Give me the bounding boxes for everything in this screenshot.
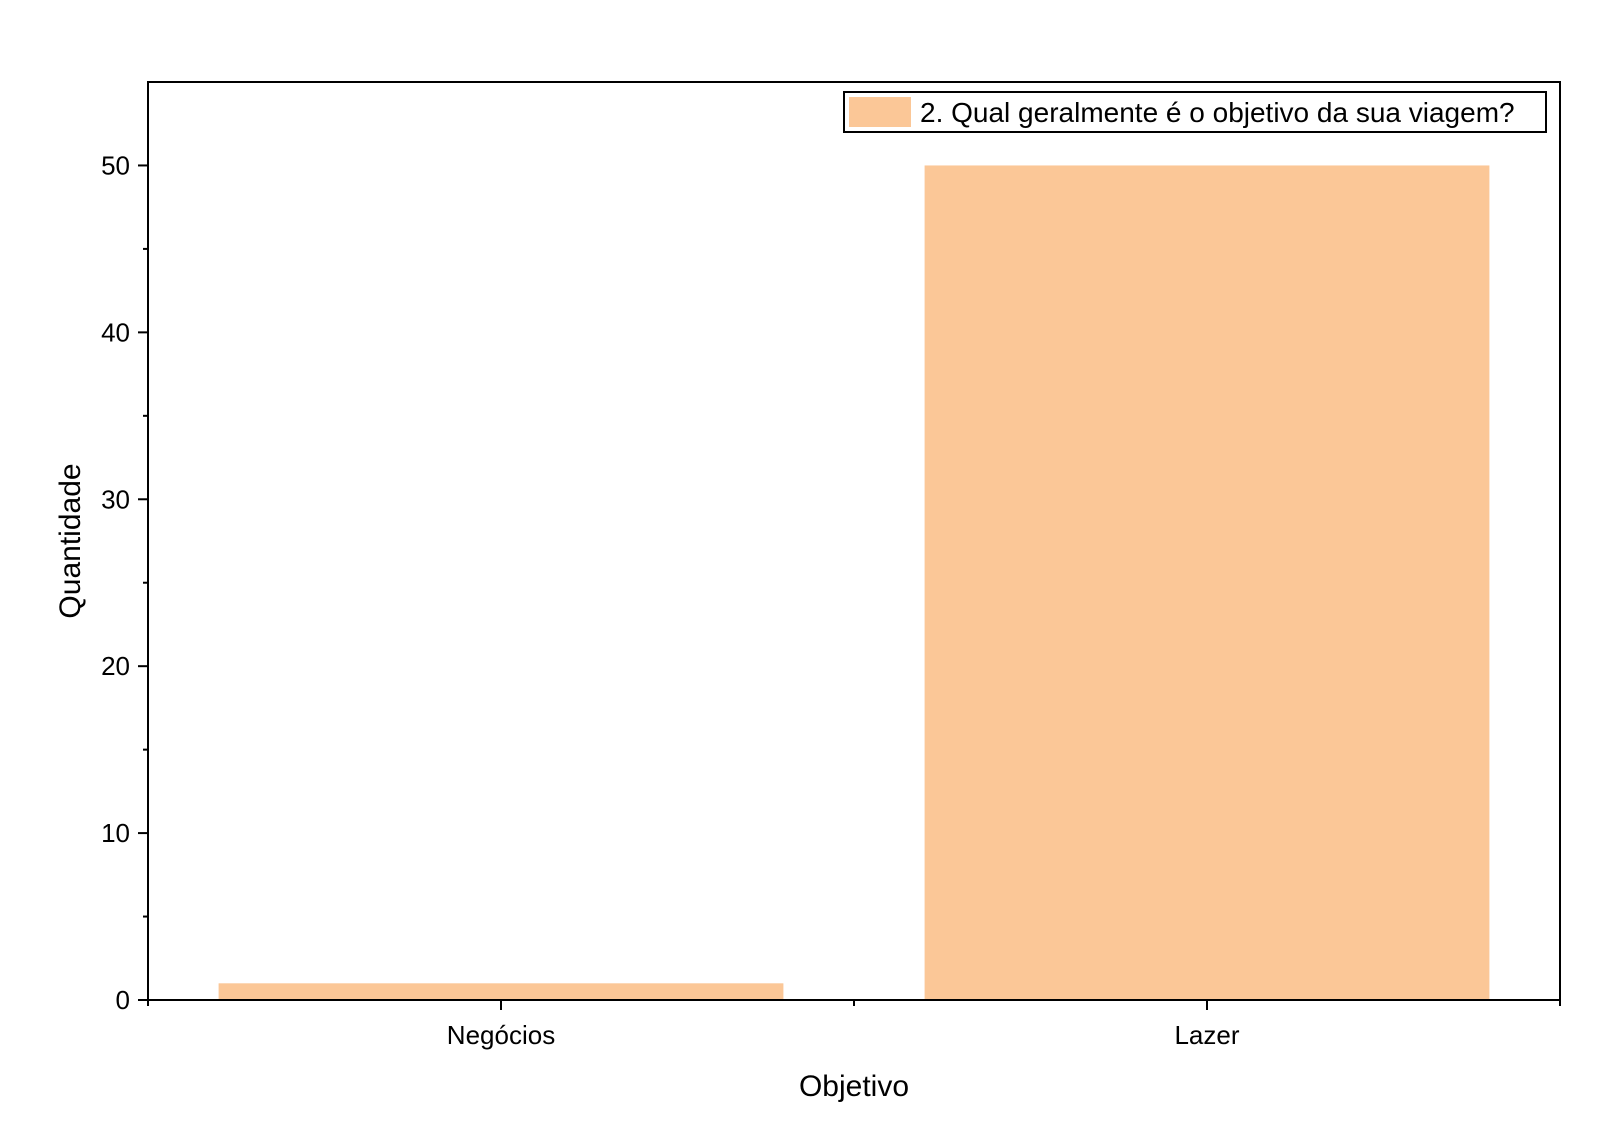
y-tick-label: 20 — [101, 651, 130, 681]
x-tick-label: Negócios — [447, 1020, 555, 1050]
bar-1 — [924, 165, 1490, 1001]
ticks-layer: 0 10 20 30 40 50 Negócios Lazer — [101, 150, 1561, 1050]
legend-swatch — [849, 97, 911, 127]
bar-0 — [218, 983, 784, 1000]
legend-label: 2. Qual geralmente é o objetivo da sua v… — [920, 97, 1515, 128]
y-tick-label: 0 — [116, 985, 130, 1015]
legend: 2. Qual geralmente é o objetivo da sua v… — [843, 91, 1547, 133]
x-tick-label: Lazer — [1174, 1020, 1239, 1050]
y-tick-label: 10 — [101, 818, 130, 848]
legend-box — [843, 91, 1547, 133]
y-axis-title: Quantidade — [54, 463, 87, 618]
bars-layer — [218, 165, 1490, 1001]
x-axis-title: Objetivo — [799, 1070, 909, 1103]
y-tick-label: 30 — [101, 484, 130, 514]
y-tick-label: 50 — [101, 150, 130, 180]
y-tick-label: 40 — [101, 317, 130, 347]
